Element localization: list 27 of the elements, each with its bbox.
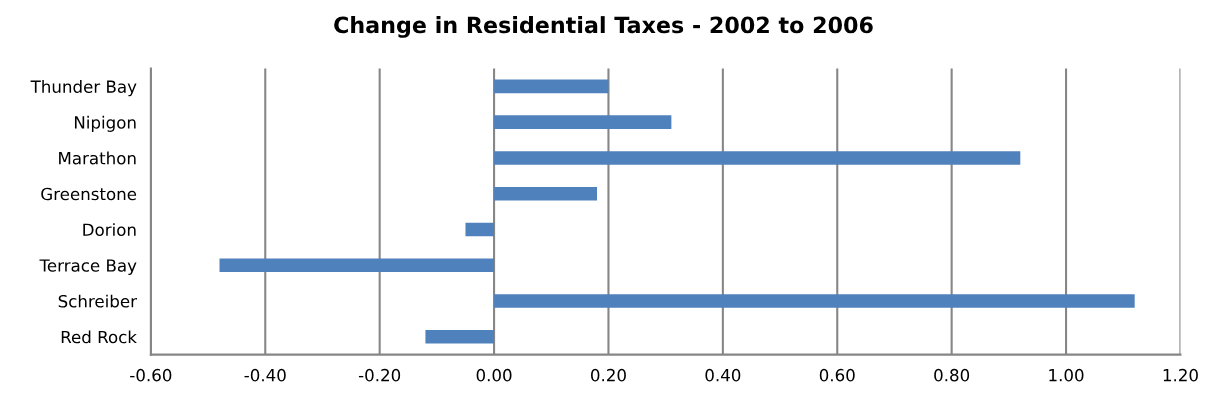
bar (494, 294, 1135, 308)
bar (465, 222, 495, 237)
y-tick-label: Dorion (83, 223, 136, 237)
x-tick-label: -0.20 (358, 368, 401, 382)
bar (494, 186, 598, 201)
y-tick-label: Schreiber (58, 294, 137, 308)
x-tick-label: 0.40 (705, 368, 741, 382)
bar (425, 329, 495, 344)
y-tick-label: Marathon (59, 151, 136, 165)
bar (494, 151, 1021, 165)
x-tick-label: 0.20 (591, 368, 626, 382)
y-tick-label: Greenstone (41, 187, 137, 201)
x-tick-label: -0.40 (244, 368, 286, 382)
y-tick-label: Terrace Bay (39, 259, 137, 276)
bar (494, 115, 672, 129)
bar (494, 79, 609, 94)
bar (219, 258, 495, 273)
x-tick-label: 0.60 (819, 368, 855, 382)
y-tick-label: Nipigon (74, 115, 136, 132)
x-tick-label: -0.60 (130, 368, 172, 382)
y-tick-label: Thunder Bay (30, 80, 137, 97)
x-tick-label: 1.20 (1163, 368, 1198, 382)
chart-title: Change in Residential Taxes - 2002 to 2006 (334, 16, 873, 38)
x-tick-label: 1.00 (1049, 368, 1084, 382)
y-tick-label: Red Rock (61, 330, 137, 344)
x-tick-label: 0.00 (476, 368, 512, 382)
x-tick-label: 0.80 (934, 368, 970, 382)
